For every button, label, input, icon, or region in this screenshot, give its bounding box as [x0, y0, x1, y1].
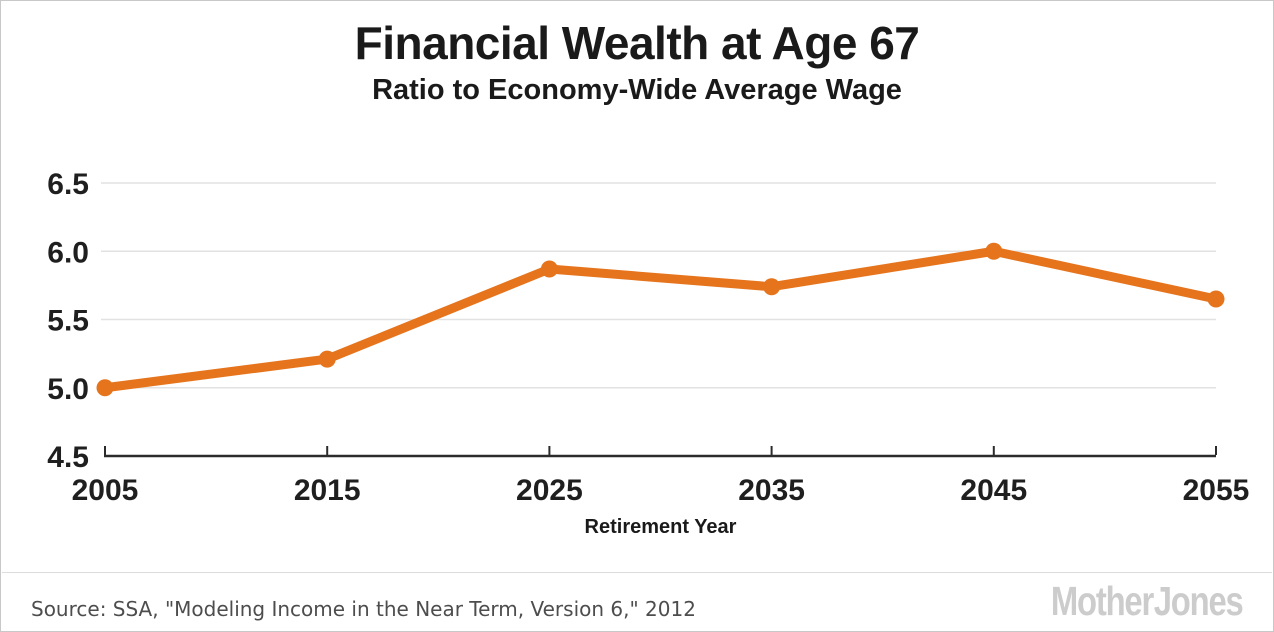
data-point [540, 260, 558, 278]
motherjones-logo: Mother Jones [1051, 578, 1244, 624]
chart-title: Financial Wealth at Age 67 [354, 17, 920, 69]
data-point [318, 350, 336, 368]
x-tick-label: 2025 [516, 474, 583, 507]
y-tick-label: 6.0 [47, 236, 89, 269]
data-point [763, 278, 781, 296]
data-point [985, 242, 1003, 260]
y-tick-label: 6.5 [47, 168, 89, 201]
footer-divider [2, 572, 1272, 573]
y-tick-label: 5.5 [47, 305, 89, 338]
data-line [100, 246, 1221, 393]
y-tick-label: 4.5 [47, 441, 89, 474]
source-attribution: Source: SSA, "Modeling Income in the Nea… [31, 597, 696, 621]
x-tick-label: 2015 [294, 474, 361, 507]
y-tick-label: 5.0 [47, 373, 89, 406]
x-tick-label: 2045 [960, 474, 1027, 507]
data-point [1207, 290, 1225, 308]
x-tick-label: 2005 [72, 474, 139, 507]
x-axis-title: Retirement Year [584, 516, 737, 538]
data-point [96, 379, 114, 397]
chart-subtitle: Ratio to Economy-Wide Average Wage [372, 74, 902, 106]
x-tick-label: 2055 [1183, 474, 1250, 507]
x-tick-label: 2035 [738, 474, 805, 507]
